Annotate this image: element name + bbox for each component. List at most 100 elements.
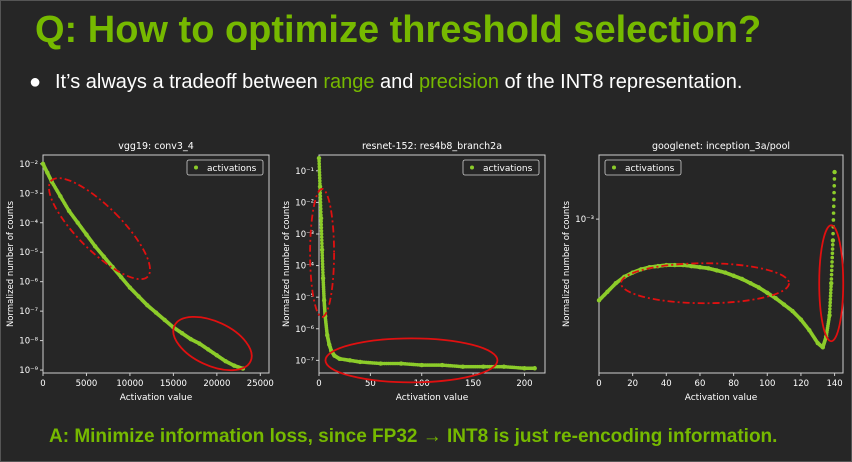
data-point-fill: [317, 164, 322, 169]
legend-marker: [470, 165, 474, 170]
x-tick-label: 0: [596, 379, 601, 389]
y-tick-label: 10⁻⁷: [19, 307, 38, 317]
data-point-fill: [832, 190, 836, 195]
x-axis-label: Activation value: [120, 393, 193, 403]
y-tick-label: 10⁻⁵: [295, 293, 314, 303]
x-tick-label: 5000: [76, 379, 98, 389]
legend-marker: [194, 165, 198, 170]
data-point-fill: [828, 291, 833, 295]
data-point-fill: [830, 260, 834, 264]
answer-text: A: Minimize information loss, since FP32…: [49, 426, 778, 447]
precision-ellipse-annotation: [324, 337, 499, 384]
x-tick-label: 20: [627, 379, 638, 389]
y-tick-label: 10⁻¹: [295, 167, 314, 177]
y-tick-label: 10⁻³: [295, 230, 314, 240]
bullet-text-suffix: of the INT8 representation.: [499, 71, 743, 93]
legend-label: activations: [625, 164, 675, 174]
data-point-fill: [319, 229, 324, 233]
chart-resnet152: resnet-152: res4b8_branch2a 0 50 100 150 200 1…: [282, 141, 546, 403]
chart-googlenet: googlenet: inception_3a/pool 0 20 40 60 80 100…: [562, 141, 845, 403]
data-point: [829, 281, 834, 286]
data-point-fill: [318, 179, 322, 183]
data-point-fill: [320, 265, 325, 269]
y-tick-label: 10⁻⁸: [19, 337, 38, 347]
y-tick-label: 10⁻³: [575, 215, 594, 225]
x-tick-label: 200: [516, 379, 532, 389]
precision-ellipse-annotation: [172, 315, 253, 372]
x-tick-label: 40: [661, 379, 672, 389]
x-axis-label: Activation value: [396, 393, 469, 403]
data-point-fill: [317, 173, 322, 178]
bullet-text-prefix: It’s always a tradeoff between: [55, 71, 324, 93]
y-axis-label: Normalized number of counts: [282, 200, 292, 327]
data-point-fill: [831, 211, 836, 215]
data-point-fill: [829, 277, 834, 281]
data-point-fill: [317, 162, 322, 166]
x-tick-label: 80: [728, 379, 739, 389]
bullet-marker: ●: [29, 71, 42, 93]
data-point-fill: [319, 238, 324, 243]
data-point: [532, 366, 537, 371]
data-point-fill: [319, 222, 324, 227]
data-point-fill: [830, 255, 835, 260]
data-point-fill: [319, 210, 323, 214]
data-point-fill: [320, 259, 325, 263]
data-point-fill: [319, 213, 323, 217]
slide-title: Q: How to optimize threshold selection?: [35, 9, 762, 51]
legend-box: [462, 159, 540, 176]
data-point-fill: [829, 268, 834, 273]
data-point-fill: [318, 203, 323, 208]
data-point-fill: [318, 200, 323, 205]
data-point-fill: [317, 167, 322, 172]
data-point-fill: [317, 176, 322, 180]
data-point-fill: [317, 170, 322, 175]
data-point-fill: [831, 231, 835, 236]
bullet-range-word: range: [323, 71, 375, 93]
y-tick-label: 10⁻³: [19, 189, 38, 199]
data-point: [832, 169, 837, 175]
data-point-fill: [829, 284, 833, 289]
x-tick-label: 140: [826, 379, 842, 389]
data-point-fill: [830, 251, 835, 256]
data-point-fill: [320, 244, 324, 249]
data-point-fill: [830, 242, 835, 247]
y-tick-label: 10⁻²: [295, 198, 314, 208]
bullet-point: ● It’s always a tradeoff between range an…: [29, 71, 742, 94]
data-point-fill: [832, 183, 837, 188]
x-tick-label: 120: [793, 379, 809, 389]
range-ellipse-annotation: [48, 177, 151, 281]
x-tick-label: 10000: [116, 379, 143, 389]
data-point-fill: [319, 219, 323, 224]
data-point-fill: [829, 287, 833, 292]
legend-box: [604, 159, 682, 176]
y-tick-label: 10⁻⁷: [295, 356, 314, 366]
data-point-fill: [830, 247, 835, 251]
data-point-fill: [828, 300, 833, 305]
data-point-fill: [828, 294, 833, 298]
data-point-fill: [828, 297, 833, 302]
data-point-fill: [831, 204, 836, 209]
data-point-fill: [830, 264, 834, 268]
data-point: [827, 313, 832, 318]
legend-label: activations: [207, 164, 257, 174]
chart-title: vgg19: conv3_4: [118, 141, 194, 152]
data-point-fill: [828, 307, 832, 311]
data-point-fill: [321, 270, 325, 275]
data-point-fill: [320, 253, 325, 258]
x-tick-label: 100: [759, 379, 775, 389]
y-tick-label: 10⁻⁶: [19, 278, 38, 288]
bullet-text-middle: and: [374, 71, 419, 93]
x-tick-label: 150: [465, 379, 481, 389]
y-tick-label: 10⁻²: [19, 160, 38, 170]
data-point: [317, 184, 323, 189]
data-point-fill: [832, 177, 837, 181]
x-tick-label: 60: [695, 379, 706, 389]
plot-frame: [598, 154, 844, 374]
precision-ellipse-annotation: [818, 224, 845, 343]
data-point-fill: [828, 303, 832, 308]
data-point-fill: [319, 232, 324, 236]
data-point-fill: [319, 225, 324, 230]
data-point-fill: [318, 197, 323, 202]
data-point-fill: [320, 250, 324, 255]
